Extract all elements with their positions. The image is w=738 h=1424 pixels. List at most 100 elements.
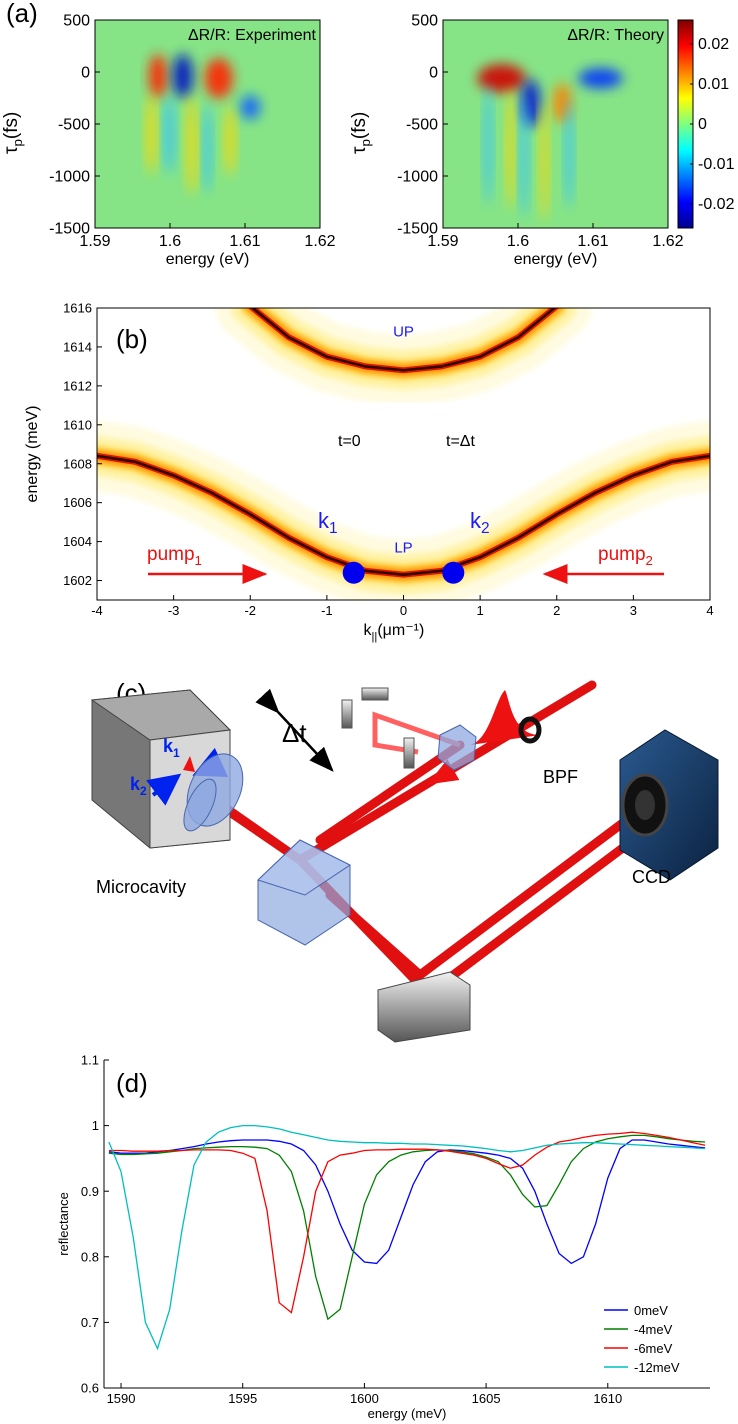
heatmap-feature [484,85,492,205]
sub-part: 1 [329,520,338,537]
heatmap-feature [173,54,193,98]
y-tick-label: 1604 [63,534,92,549]
figure: (a) (b) (c) (d) Δt BPF CCD Microcavit [0,0,738,1424]
y-tick-label: 0.7 [81,1315,99,1330]
y-tick-label: -1500 [49,221,90,238]
reflectance-line [109,1135,705,1319]
x-axis-label: energy (eV) [514,251,598,268]
x-tick-label: 1600 [350,1391,379,1406]
text-part: pump [598,544,646,565]
y-tick-label: 1608 [63,456,92,471]
setup-diagram: Δt BPF CCD Microcavity k1 k2 [92,685,718,1042]
x-tick-label: 0 [400,603,407,618]
sub-part: p [358,139,373,146]
heatmap-feature [240,95,260,119]
colorbar-tick-label: 0 [698,116,707,133]
mirror [362,688,388,700]
heatmap-feature [205,58,233,98]
y-tick-label: 1616 [63,301,92,316]
y-axis-label: reflectance [56,1192,71,1256]
x-tick-label: 1.6 [159,233,181,250]
series-label: LP [394,540,412,557]
heatmap-feature [149,54,167,98]
y-tick-label: 1602 [63,573,92,588]
heatmap-feature [164,94,174,174]
y-tick-label: 1606 [63,495,92,510]
x-tick-label: 1.61 [577,233,608,250]
x-tick-label: 1.61 [229,233,260,250]
annotation: t=0 [338,433,361,450]
x-tick-label: 3 [630,603,637,618]
series-label: UP [393,323,414,340]
label: pump2 [598,544,653,568]
delay-label: Δt [282,718,307,748]
label: k1 [318,508,338,537]
k-point [343,562,365,584]
unit-part: (fs) [349,112,370,139]
annotation: t=Δt [446,433,475,450]
colorbar-tick-label: -0.02 [698,196,735,213]
unit-part: (fs) [1,112,22,139]
unit-part: (μm⁻¹) [377,622,424,639]
heatmap-feature [146,94,156,174]
label: τp(fs) [1,112,25,154]
x-tick-label: -1 [321,603,333,618]
sub-part: 2 [481,520,490,537]
y-tick-label: 500 [63,13,90,30]
y-tick-label: 1612 [63,378,92,393]
y-tick-label: 0 [429,65,438,82]
legend-label: -4meV [634,1322,673,1337]
laser-beam [200,685,660,985]
x-tick-label: 2 [553,603,560,618]
x-tick-label: -4 [91,603,103,618]
y-tick-label: 0.6 [81,1381,99,1396]
colorbar-tick-label: -0.01 [698,156,735,173]
k1-sub: 1 [173,746,180,760]
label: τp(fs) [349,112,373,154]
x-tick-label: 1.62 [652,233,683,250]
colorbar-tick-label: 0.02 [698,36,729,53]
plot-area: LP UP [97,306,710,584]
x-axis-label: energy (meV) [368,1406,447,1421]
x-tick-label: 4 [706,603,713,618]
legend-label: 0meV [634,1303,668,1318]
beam-splitter [438,725,476,770]
sub-part: 1 [195,553,202,568]
y-tick-label: 1614 [63,339,92,354]
panel-label: (b) [116,324,148,354]
panel-title: ΔR/R: Theory [567,27,664,44]
sample-label: Microcavity [96,877,186,897]
x-axis-label: energy (eV) [166,251,250,268]
plot-area [95,20,320,228]
x-tick-label: 1 [477,603,484,618]
y-tick-label: 0 [81,65,90,82]
x-tick-label: -2 [244,603,256,618]
heatmap-feature [478,64,526,92]
x-tick-label: 1.62 [304,233,335,250]
y-tick-label: 1610 [63,417,92,432]
heatmap-feature [507,89,515,209]
text-part: pump [147,544,195,565]
heatmap-feature [225,106,235,176]
mirror [404,738,414,768]
label: pump1 [147,544,202,568]
filter-label: BPF [543,767,578,787]
x-tick-label: 1610 [593,1391,622,1406]
label: k||(μm⁻¹) [364,622,425,643]
camera-label: CCD [632,867,671,887]
plot-area [443,20,668,228]
heatmap-feature [540,101,548,221]
heatmap-feature [565,98,573,208]
heatmap-feature [579,68,623,88]
heatmap-feature [520,97,528,217]
panel-title: ΔR/R: Experiment [188,27,317,44]
k-point [442,562,464,584]
panel-label: (d) [116,1068,148,1098]
x-tick-label: 1590 [107,1391,136,1406]
sub-part: p [10,139,25,146]
heatmap-feature [187,95,197,195]
legend-label: -6meV [634,1341,673,1356]
sub-part: 2 [646,553,653,568]
legend-label: -12meV [634,1360,680,1375]
mirror [342,700,352,728]
